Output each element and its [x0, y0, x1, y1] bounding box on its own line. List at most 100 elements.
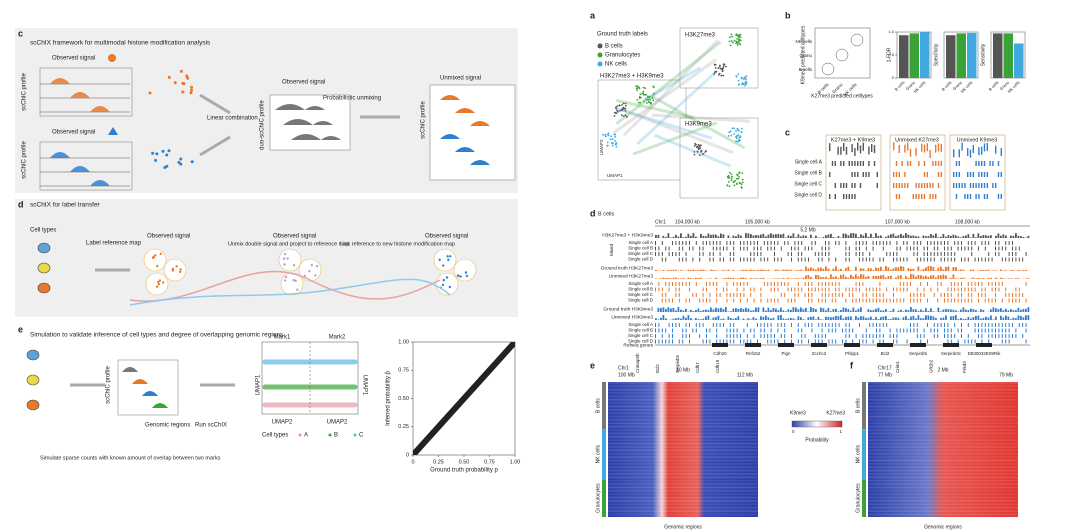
read [706, 328, 707, 333]
read [763, 328, 765, 333]
read [840, 146, 842, 155]
gene-label: Serpinb5 [675, 354, 680, 373]
signal [927, 310, 930, 312]
read [821, 298, 823, 303]
read [685, 241, 687, 245]
read [950, 293, 952, 297]
signal [930, 234, 932, 238]
signal [892, 233, 895, 238]
read [955, 183, 958, 188]
dot [625, 116, 628, 118]
read [992, 183, 994, 188]
signal [927, 276, 930, 279]
signal [765, 236, 767, 238]
heatmap-row [608, 513, 758, 516]
read [991, 287, 993, 292]
read [655, 241, 656, 245]
signal [957, 236, 960, 238]
signal [1027, 278, 1030, 279]
read [981, 339, 983, 344]
read [716, 293, 718, 297]
read [777, 241, 779, 245]
signal [815, 309, 817, 312]
signal [895, 277, 897, 279]
read [873, 161, 876, 166]
read [842, 293, 843, 297]
label: Observed signal [273, 234, 316, 240]
read [865, 287, 867, 292]
signal [870, 268, 872, 271]
read [935, 161, 937, 166]
read [678, 246, 680, 251]
label: Single cell C [794, 181, 822, 187]
signal [955, 267, 957, 271]
link [615, 40, 722, 125]
read [689, 246, 690, 251]
dot [737, 73, 740, 76]
bar [967, 32, 977, 78]
read [1005, 328, 1007, 333]
heatmap-row [868, 405, 1018, 408]
read [804, 334, 806, 338]
read [1005, 334, 1007, 338]
illustrations [26, 27, 1030, 517]
signal [920, 309, 922, 312]
label: scChIC profile [421, 101, 427, 139]
signal [962, 307, 965, 312]
read [937, 143, 940, 152]
signal [875, 233, 877, 238]
read [916, 293, 918, 297]
signal [972, 309, 975, 312]
peak [275, 104, 325, 110]
read [851, 161, 853, 166]
signal [885, 236, 887, 238]
signal [892, 268, 895, 271]
read [672, 323, 673, 327]
read [668, 287, 670, 292]
signal [672, 318, 675, 320]
read [932, 194, 934, 199]
signal [972, 277, 975, 279]
read [685, 334, 687, 338]
read [896, 246, 898, 251]
dot [179, 69, 183, 73]
read [991, 282, 993, 286]
signal [897, 235, 900, 238]
read [978, 293, 979, 297]
signal [915, 276, 917, 279]
label: K27me3 [826, 410, 845, 416]
read [984, 257, 986, 262]
signal [982, 235, 985, 238]
signal [882, 310, 885, 312]
read [886, 323, 888, 327]
read [1018, 323, 1020, 327]
signal [732, 318, 735, 320]
read [668, 323, 670, 327]
read [787, 241, 789, 245]
read [838, 323, 840, 327]
label: C [359, 433, 364, 439]
signal [737, 308, 740, 312]
read [920, 298, 922, 303]
label: Granu [905, 80, 916, 91]
signal [757, 269, 760, 271]
read [995, 323, 996, 327]
signal [747, 308, 750, 312]
signal [920, 275, 922, 279]
read [913, 293, 915, 297]
dot [742, 83, 745, 86]
heatmap-row [868, 476, 1018, 479]
cell-icon [26, 374, 40, 386]
read [915, 194, 917, 199]
signal [745, 278, 747, 279]
read [665, 328, 667, 333]
signal [885, 315, 887, 320]
signal [667, 269, 670, 271]
read [964, 287, 966, 292]
box [825, 134, 882, 211]
signal [922, 310, 925, 312]
read [910, 282, 911, 286]
read [927, 298, 928, 303]
read [801, 334, 803, 338]
dot [449, 255, 452, 258]
